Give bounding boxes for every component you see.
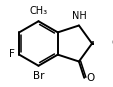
- Text: Br: Br: [33, 71, 44, 81]
- Text: O: O: [86, 73, 94, 83]
- Text: F: F: [9, 49, 14, 59]
- Text: O: O: [111, 39, 113, 48]
- Text: CH₃: CH₃: [29, 6, 47, 16]
- Text: NH: NH: [71, 11, 86, 21]
